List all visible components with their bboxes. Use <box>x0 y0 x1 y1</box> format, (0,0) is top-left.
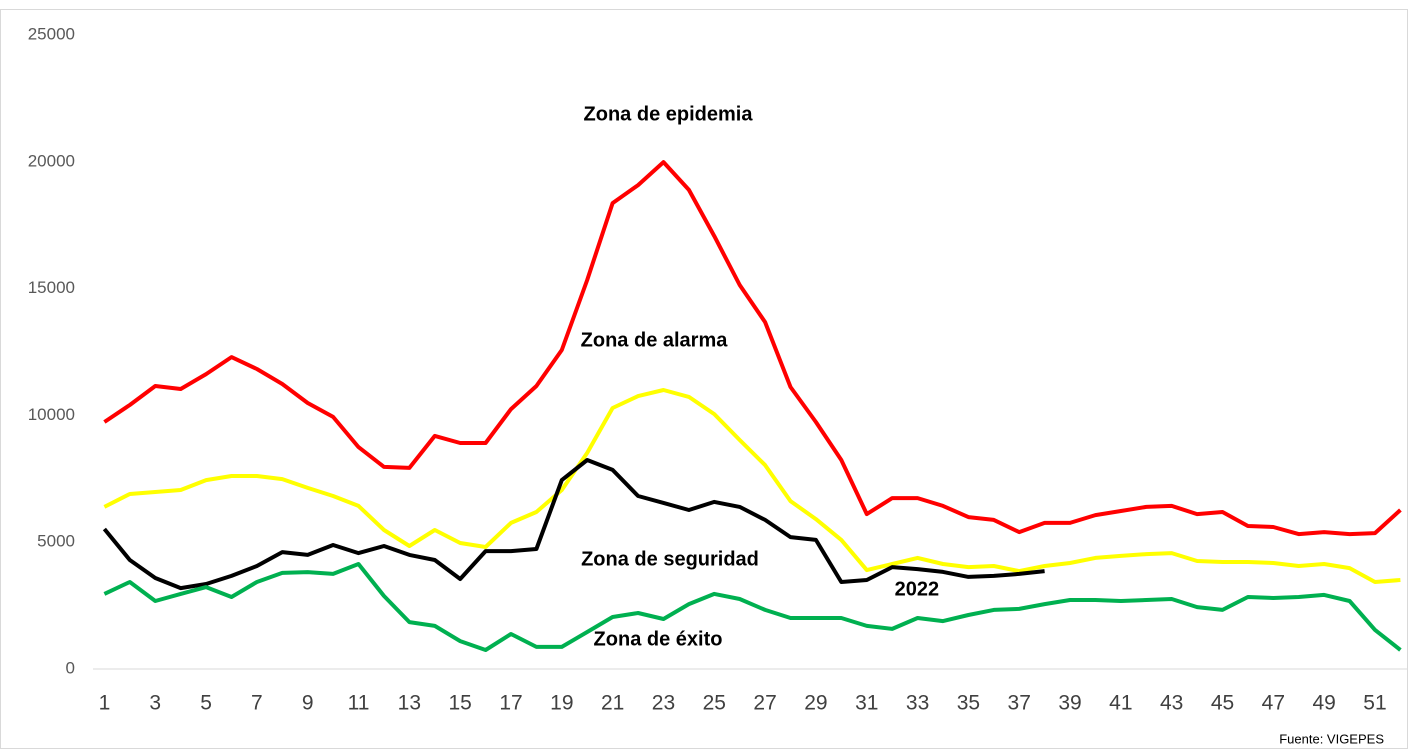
series-line <box>103 160 1402 537</box>
y-tick-label: 5000 <box>37 532 75 551</box>
x-tick-label: 31 <box>855 692 878 715</box>
zone-annotation: Zona de alarma <box>581 329 729 351</box>
x-tick-label: 9 <box>302 692 314 715</box>
y-tick-label: 0 <box>66 658 75 677</box>
series-line <box>103 388 1401 584</box>
x-tick-label: 35 <box>957 692 980 715</box>
x-tick-label: 45 <box>1211 692 1234 715</box>
x-tick-label: 25 <box>703 692 726 715</box>
zone-annotation: Zona de éxito <box>594 628 723 650</box>
series-line <box>103 562 1402 652</box>
x-tick-label: 17 <box>499 692 522 715</box>
y-tick-label: 25000 <box>28 24 75 43</box>
x-tick-label: 39 <box>1058 692 1081 715</box>
x-tick-label: 29 <box>804 692 827 715</box>
x-tick-label: 43 <box>1160 692 1183 715</box>
x-tick-label: 21 <box>601 692 624 715</box>
x-tick-label: 49 <box>1312 692 1335 715</box>
x-tick-label: 47 <box>1262 692 1285 715</box>
x-tick-label: 41 <box>1109 692 1132 715</box>
x-tick-label: 13 <box>398 692 421 715</box>
y-tick-label: 20000 <box>28 151 75 170</box>
x-tick-label: 33 <box>906 692 929 715</box>
y-tick-label: 15000 <box>28 278 75 297</box>
x-tick-label: 15 <box>449 692 472 715</box>
source-note: Fuente: VIGEPES <box>1279 731 1384 746</box>
x-tick-label: 7 <box>251 692 263 715</box>
x-tick-label: 1 <box>99 692 111 715</box>
series-line <box>102 458 1045 591</box>
x-tick-label: 27 <box>753 692 776 715</box>
y-tick-label: 10000 <box>28 405 75 424</box>
x-tick-label: 19 <box>550 692 573 715</box>
x-tick-label: 37 <box>1008 692 1031 715</box>
x-tick-label: 5 <box>200 692 212 715</box>
zone-annotation: Zona de seguridad <box>581 548 759 570</box>
zone-annotation: Zona de epidemia <box>584 103 754 125</box>
x-tick-label: 51 <box>1363 692 1386 715</box>
x-tick-label: 23 <box>652 692 675 715</box>
x-tick-label: 11 <box>348 692 370 715</box>
series-label: 2022 <box>895 578 940 600</box>
x-tick-label: 3 <box>149 692 161 715</box>
